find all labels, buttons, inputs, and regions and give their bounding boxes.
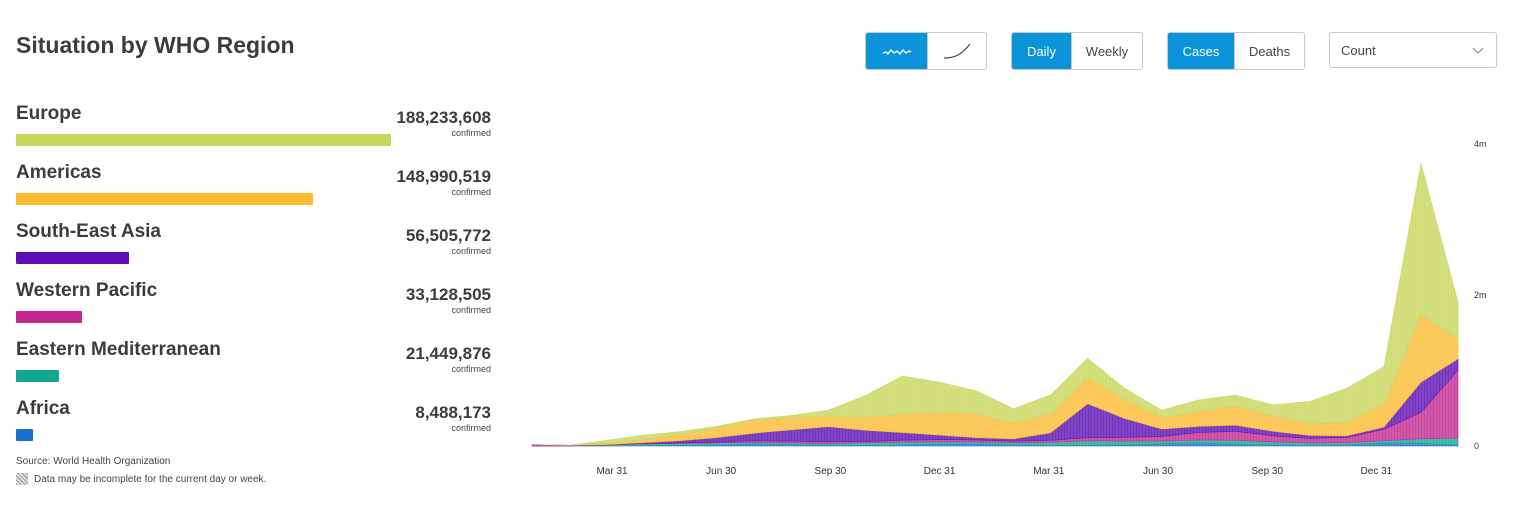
region-confirmed-label: confirmed [451, 364, 491, 374]
region-row[interactable]: Europe 188,233,608 confirmed [16, 103, 491, 158]
metric-toggle[interactable]: Cases Deaths [1167, 32, 1305, 70]
region-name: Western Pacific [16, 280, 158, 301]
y-tick-label: 2m [1474, 290, 1487, 300]
region-confirmed-count: 21,449,876 [405, 344, 491, 363]
curve-line-icon [943, 43, 971, 59]
source-note: Source: World Health Organization [16, 456, 171, 467]
region-row[interactable]: Western Pacific 33,128,505 confirmed [16, 280, 491, 335]
chart-style-toggle[interactable] [865, 32, 987, 70]
region-name: Europe [16, 103, 82, 124]
wavy-line-icon [882, 49, 911, 55]
chevron-down-icon [1472, 47, 1484, 54]
x-tick-label: Jun 30 [1143, 466, 1173, 477]
region-confirmed-label: confirmed [451, 187, 491, 197]
cases-button[interactable]: Cases [1168, 33, 1234, 69]
daily-bar-texture [531, 144, 1457, 446]
region-name: Africa [16, 398, 70, 419]
deaths-button[interactable]: Deaths [1234, 33, 1304, 69]
region-row[interactable]: Africa 8,488,173 confirmed [16, 398, 491, 453]
region-row[interactable]: Americas 148,990,519 confirmed [16, 162, 491, 217]
x-tick-label: Dec 31 [1361, 466, 1393, 477]
x-tick-label: Sep 30 [815, 466, 847, 477]
x-tick-label: Mar 31 [1033, 466, 1065, 477]
incomplete-data-note: Data may be incomplete for the current d… [16, 473, 266, 485]
curve-style-button[interactable] [927, 33, 986, 69]
page-title: Situation by WHO Region [16, 32, 295, 58]
weekly-button[interactable]: Weekly [1071, 33, 1142, 69]
region-confirmed-count: 8,488,173 [415, 403, 491, 422]
incomplete-data-text: Data may be incomplete for the current d… [34, 473, 267, 485]
line-style-button[interactable] [866, 33, 927, 69]
region-name: South-East Asia [16, 221, 161, 242]
region-name: Eastern Mediterranean [16, 339, 221, 360]
y-tick-label: 4m [1474, 139, 1487, 149]
region-bar [16, 252, 129, 264]
region-confirmed-label: confirmed [451, 423, 491, 433]
x-tick-label: Jun 30 [706, 466, 736, 477]
hatch-pattern-icon [16, 473, 28, 485]
region-confirmed-count: 188,233,608 [396, 108, 491, 127]
region-bar [16, 134, 391, 146]
x-tick-label: Mar 31 [596, 466, 628, 477]
region-bar [16, 311, 82, 323]
period-toggle[interactable]: Daily Weekly [1011, 32, 1143, 70]
region-bar [16, 429, 33, 441]
x-tick-label: Dec 31 [924, 466, 956, 477]
series-area [531, 163, 1459, 446]
region-confirmed-count: 33,128,505 [405, 285, 491, 304]
region-confirmed-count: 148,990,519 [396, 167, 491, 186]
region-bar [16, 370, 59, 382]
region-confirmed-count: 56,505,772 [405, 226, 491, 245]
scale-select[interactable]: Count [1329, 32, 1497, 68]
x-tick-label: Sep 30 [1251, 466, 1283, 477]
region-confirmed-label: confirmed [451, 128, 491, 138]
scale-select-value: Count [1341, 42, 1376, 58]
region-cases-chart: 0 2m 4m Mar 31 Jun 30 Sep 30 Dec 31 Mar 31 Jun 3… [531, 139, 1487, 477]
region-confirmed-label: confirmed [451, 305, 491, 315]
daily-button[interactable]: Daily [1012, 33, 1071, 69]
y-tick-label: 0 [1474, 441, 1479, 451]
region-row[interactable]: South-East Asia 56,505,772 confirmed [16, 221, 491, 276]
region-bar [16, 193, 313, 205]
series-area [531, 313, 1459, 446]
region-name: Americas [16, 162, 102, 183]
region-confirmed-label: confirmed [451, 246, 491, 256]
region-row[interactable]: Eastern Mediterranean 21,449,876 confirmed [16, 339, 491, 394]
